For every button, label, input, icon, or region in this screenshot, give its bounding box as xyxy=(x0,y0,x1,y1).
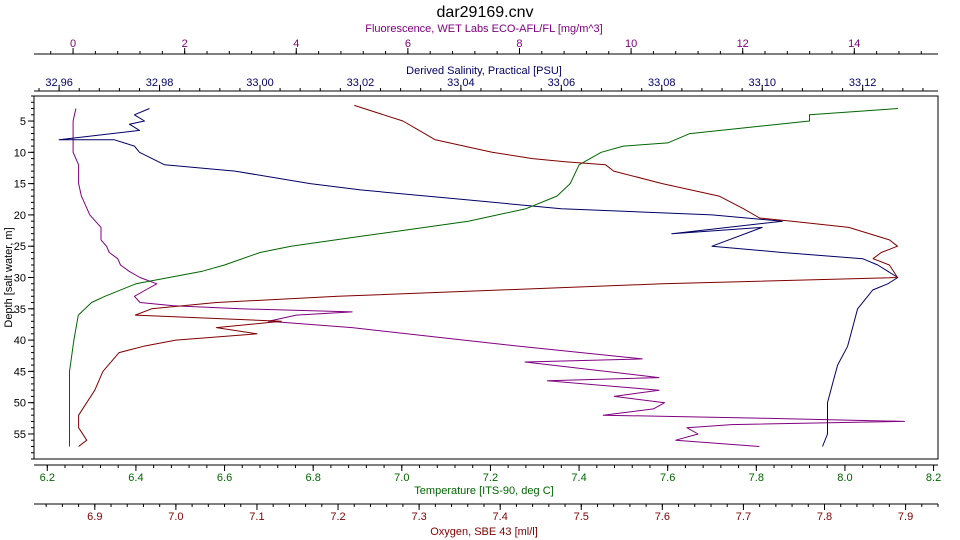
temperature-tick-label: 7.8 xyxy=(749,472,764,484)
depth-tick-label: 10 xyxy=(14,147,26,159)
oxygen-tick-label: 7.0 xyxy=(168,511,183,523)
fluorescence-tick-label: 12 xyxy=(737,38,749,50)
axes-layer: 0 2 4 6 8 10 12 14 Fluorescence, WET Labs ECO-AF… xyxy=(3,23,941,538)
depth-tick-label: 50 xyxy=(14,398,26,410)
oxygen-axis-title: Oxygen, SBE 43 [ml/l] xyxy=(430,526,538,538)
temperature-tick-label: 6.8 xyxy=(306,472,321,484)
fluorescence-tick-label: 4 xyxy=(293,38,299,50)
temperature-tick-label: 6.6 xyxy=(217,472,232,484)
oxygen-tick-label: 7.7 xyxy=(736,511,751,523)
salinity-tick-label: 33.04 xyxy=(447,77,475,89)
fluorescence-tick-label: 10 xyxy=(625,38,637,50)
salinity-tick-label: 33.08 xyxy=(648,77,676,89)
plot-frame xyxy=(33,95,939,460)
temperature-tick-label: 8.2 xyxy=(926,472,941,484)
oxygen-tick-label: 7.9 xyxy=(898,511,913,523)
fluorescence-tick-label: 6 xyxy=(405,38,411,50)
salinity-tick-label: 32.96 xyxy=(45,77,73,89)
fluorescence-tick-label: 14 xyxy=(848,38,860,50)
fluorescence-axis-title: Fluorescence, WET Labs ECO-AFL/FL [mg/m^… xyxy=(365,23,602,35)
salinity-axis-title: Derived Salinity, Practical [PSU] xyxy=(406,65,562,77)
salinity-tick-label: 33.10 xyxy=(748,77,776,89)
salinity-tick-label: 33.06 xyxy=(548,77,576,89)
salinity-tick-label: 33.02 xyxy=(347,77,375,89)
oxygen-tick-label: 7.4 xyxy=(493,511,508,523)
depth-tick-label: 45 xyxy=(14,366,26,378)
depth-tick-label: 20 xyxy=(14,210,26,222)
depth-tick-label: 5 xyxy=(20,116,26,128)
temperature-tick-label: 7.0 xyxy=(394,472,409,484)
temperature-axis-title: Temperature [ITS-90, deg C] xyxy=(414,485,553,497)
series-layer xyxy=(58,104,905,447)
chart-title: dar29169.cnv xyxy=(437,4,534,21)
temperature-tick-label: 8.0 xyxy=(837,472,852,484)
depth-tick-label: 25 xyxy=(14,241,26,253)
temperature-tick-label: 6.2 xyxy=(40,472,55,484)
temperature-tick-label: 6.4 xyxy=(128,472,143,484)
oxygen-tick-label: 7.6 xyxy=(655,511,670,523)
oxygen-tick-label: 7.3 xyxy=(411,511,426,523)
depth-tick-label: 40 xyxy=(14,335,26,347)
fluorescence-tick-label: 0 xyxy=(70,38,76,50)
fluorescence-tick-label: 8 xyxy=(516,38,522,50)
oxygen-profile-line xyxy=(78,104,898,447)
salinity-tick-label: 33.00 xyxy=(246,77,274,89)
salinity-tick-label: 33.12 xyxy=(849,77,877,89)
salinity-profile-line xyxy=(58,108,899,447)
temperature-tick-label: 7.2 xyxy=(483,472,498,484)
oxygen-tick-label: 7.2 xyxy=(330,511,345,523)
depth-tick-label: 35 xyxy=(14,304,26,316)
depth-tick-label: 15 xyxy=(14,179,26,191)
fluorescence-tick-label: 2 xyxy=(182,38,188,50)
depth-tick-label: 30 xyxy=(14,273,26,285)
oxygen-tick-label: 6.9 xyxy=(87,511,102,523)
temperature-tick-label: 7.4 xyxy=(571,472,586,484)
depth-axis-title: Depth [salt water, m] xyxy=(3,227,15,327)
fluorescence-profile-line xyxy=(72,108,905,447)
salinity-tick-label: 32.98 xyxy=(146,77,174,89)
oxygen-tick-label: 7.5 xyxy=(574,511,589,523)
temperature-tick-label: 7.6 xyxy=(660,472,675,484)
depth-tick-label: 55 xyxy=(14,429,26,441)
oxygen-tick-label: 7.1 xyxy=(249,511,264,523)
temperature-profile-line xyxy=(69,108,899,447)
oxygen-tick-label: 7.8 xyxy=(817,511,832,523)
